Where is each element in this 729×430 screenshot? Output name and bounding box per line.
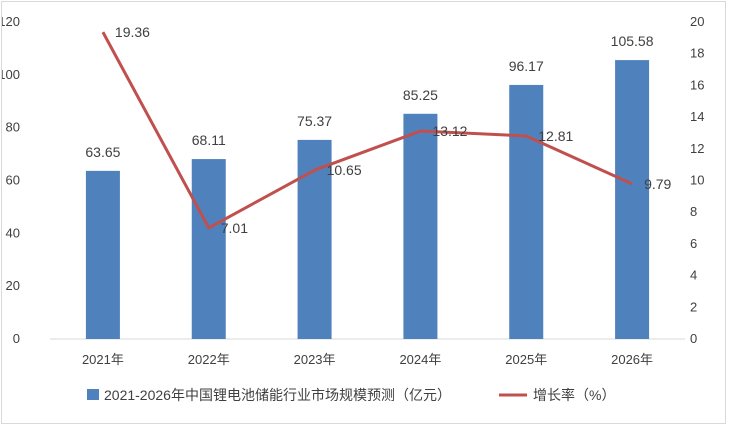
y-left-tick-label: 100 — [2, 67, 20, 82]
y-right-tick-label: 16 — [690, 77, 704, 92]
y-right-tick-label: 12 — [690, 141, 704, 156]
legend-label-line: 增长率（%） — [533, 387, 615, 403]
line-value-label: 19.36 — [115, 24, 150, 40]
x-tick-label: 2024年 — [399, 352, 441, 367]
x-tick-label: 2021年 — [82, 352, 124, 367]
line-value-label: 10.65 — [327, 162, 362, 178]
x-tick-label: 2025年 — [505, 352, 547, 367]
bar — [403, 113, 438, 340]
bar — [509, 84, 544, 339]
bar-value-label: 96.17 — [509, 58, 544, 74]
legend-swatch-bars — [87, 389, 99, 400]
y-right-tick-label: 6 — [690, 236, 697, 251]
bar-value-label: 85.25 — [403, 87, 438, 103]
y-left-tick-label: 0 — [13, 331, 20, 346]
y-right-tick-label: 4 — [690, 268, 697, 283]
axes: 0 20 40 60 80 100 120 0 2 4 6 8 10 12 14 16 18 20 2021年 202… — [0, 14, 704, 367]
legend-label-bars: 2021-2026年中国锂电池储能行业市场规模预测（亿元） — [104, 387, 451, 403]
bar — [297, 139, 332, 339]
line-value-label: 13.12 — [432, 123, 467, 139]
legend: 2021-2026年中国锂电池储能行业市场规模预测（亿元） 增长率（%） — [87, 387, 615, 403]
bar-series — [85, 60, 650, 340]
y-right-tick-label: 18 — [690, 46, 704, 61]
y-left-tick-label: 60 — [6, 173, 20, 188]
bar-value-label: 63.65 — [85, 144, 120, 160]
line-value-label: 12.81 — [538, 128, 573, 144]
y-left-tick-label: 40 — [6, 225, 20, 240]
line-value-label: 7.01 — [221, 220, 248, 236]
growth-rate-line — [101, 31, 633, 230]
line-value-label: 9.79 — [644, 176, 671, 192]
y-right-tick-label: 2 — [690, 299, 697, 314]
combo-chart: 0 20 40 60 80 100 120 0 2 4 6 8 10 12 14 16 18 20 2021年 202… — [0, 14, 704, 403]
bar — [191, 159, 226, 339]
bar-value-label: 105.58 — [611, 33, 654, 49]
y-left-tick-label: 20 — [6, 278, 20, 293]
y-right-tick-label: 10 — [690, 173, 704, 188]
x-tick-label: 2026年 — [611, 352, 653, 367]
chart-frame: 0 20 40 60 80 100 120 0 2 4 6 8 10 12 14 16 18 20 2021年 202… — [0, 1, 726, 424]
y-right-tick-label: 8 — [690, 204, 697, 219]
y-right-tick-label: 14 — [690, 109, 704, 124]
x-tick-label: 2023年 — [294, 352, 336, 367]
line-series — [101, 31, 633, 230]
bar-value-label: 68.11 — [192, 132, 226, 148]
y-right-tick-label: 0 — [690, 331, 697, 346]
data-labels: 63.65 68.11 75.37 85.25 96.17 105.58 19.36 7.01… — [85, 24, 671, 236]
bar — [85, 170, 120, 339]
y-right-tick-label: 20 — [690, 14, 704, 29]
bar — [615, 60, 650, 339]
y-left-tick-label: 120 — [2, 14, 20, 29]
y-left-tick-label: 80 — [6, 120, 20, 135]
x-tick-label: 2022年 — [188, 352, 230, 367]
bar-value-label: 75.37 — [297, 113, 332, 129]
